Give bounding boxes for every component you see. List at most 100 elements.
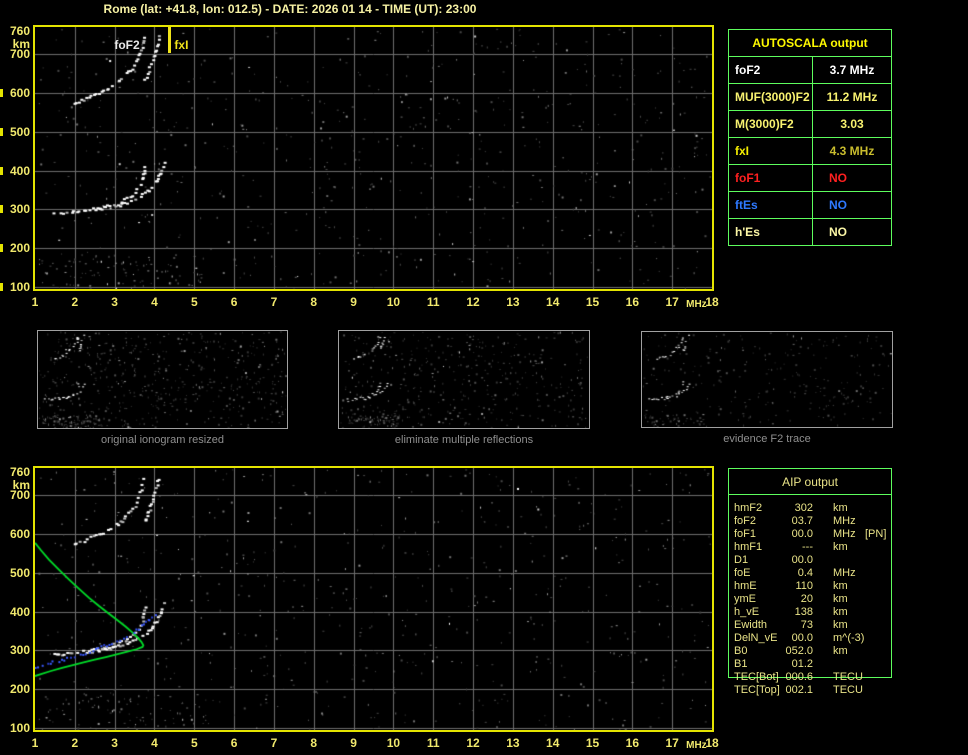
aip-row-value: --- — [802, 541, 813, 553]
aip-row: DelN_vE 00.0 m^(-3) — [729, 632, 899, 645]
aip-row-label: foF1 — [734, 528, 757, 540]
aip-row: TEC[Bot] 000.6 TECU — [729, 671, 899, 684]
autoscala-row: fxI 4.3 MHz — [729, 138, 891, 165]
plot1-canvas — [35, 27, 712, 289]
aip-row-value: 00.0 — [791, 632, 813, 644]
x-tick-label: 8 — [310, 295, 318, 309]
aip-row-label: foF2 — [734, 515, 757, 527]
x-tick-label: 5 — [190, 295, 198, 309]
aip-row-label: B1 — [734, 658, 748, 670]
x-tick-label: 14 — [546, 736, 560, 750]
axis-edge-tick — [0, 166, 3, 175]
aip-row-label: foE — [734, 567, 751, 579]
x-tick-label: 9 — [350, 295, 357, 309]
y-tick-label: 700 — [9, 488, 30, 503]
x-axis-unit-label: MHz — [686, 299, 707, 310]
aip-row-value: 00.0 — [791, 528, 813, 540]
y-tick-label: 760 — [9, 23, 30, 38]
x-tick-label: 1 — [31, 736, 39, 750]
aip-row: TEC[Top] 002.1 TECU — [729, 684, 899, 697]
aip-row-unit: TECU — [833, 684, 863, 696]
x-tick-label: 10 — [386, 295, 401, 309]
x-tick-label: 18 — [705, 295, 719, 309]
aip-row: B1 01.2 — [729, 658, 899, 671]
y-axis-unit-label: km — [12, 36, 30, 51]
aip-row: hmF2 302 km — [729, 502, 899, 515]
axis-edge-tick — [0, 88, 3, 97]
x-tick-label: 15 — [585, 736, 600, 750]
aip-row: hmF1 --- km — [729, 541, 899, 554]
aip-row-value: 01.2 — [791, 658, 813, 670]
axis-edge-tick — [0, 283, 3, 292]
aip-row: B0 052.0 km — [729, 645, 899, 658]
aip-row-label: h_vE — [734, 606, 760, 618]
y-tick-label: 300 — [9, 202, 30, 217]
aip-row-label: DelN_vE — [734, 632, 778, 644]
aip-row-label: TEC[Top] — [734, 684, 780, 696]
aip-output-table: AIP output hmF2 302 km foF2 03.7 MHz foF1 00.0 M… — [728, 468, 892, 696]
aip-row-unit: TECU — [833, 671, 863, 683]
aip-row-value: 03.7 — [791, 515, 813, 527]
x-tick-label: 12 — [466, 295, 480, 309]
aip-row-unit: km — [833, 645, 848, 657]
aip-row-value: 73 — [800, 619, 813, 631]
aip-row-unit: km — [833, 593, 848, 605]
aip-row-unit: km — [833, 619, 848, 631]
thumbnail-canvas-3 — [642, 332, 892, 427]
aip-row: foF1 00.0 MHz [PN] — [729, 528, 899, 541]
aip-row-label: TEC[Bot] — [734, 671, 779, 683]
fxi-label: fxI — [174, 38, 189, 52]
aip-row-label: B0 — [734, 645, 748, 657]
x-tick-label: 2 — [71, 736, 79, 750]
axis-edge-tick — [0, 244, 3, 253]
x-tick-label: 8 — [310, 736, 318, 750]
aip-table-header: AIP output — [729, 469, 891, 495]
autoscala-row-value: NO — [829, 225, 847, 239]
y-tick-label: 200 — [9, 241, 30, 256]
ionogram-plot-main — [33, 25, 714, 291]
x-tick-label: 9 — [350, 736, 357, 750]
aip-row-label: Ewidth — [734, 619, 768, 631]
y-tick-label: 300 — [9, 643, 30, 658]
x-tick-label: 6 — [230, 736, 238, 750]
autoscala-row-label: fxI — [729, 138, 813, 164]
x-tick-label: 11 — [426, 295, 440, 309]
y-tick-label: 200 — [9, 682, 30, 697]
autoscala-table-header: AUTOSCALA output — [729, 30, 891, 57]
thumbnail-stage-3 — [641, 331, 893, 428]
autoscala-output-table: AUTOSCALA output foF2 3.7 MHz MUF(3000)F2 1… — [728, 29, 892, 246]
station-date-time-title: Rome (lat: +41.8, lon: 012.5) - DATE: 20… — [103, 2, 477, 16]
x-tick-label: 16 — [625, 736, 640, 750]
autoscala-row: foF2 3.7 MHz — [729, 57, 891, 84]
aip-row: foF2 03.7 MHz — [729, 515, 899, 528]
aip-row-unit: MHz — [833, 567, 856, 579]
y-tick-label: 400 — [9, 604, 30, 619]
aip-row-unit: km — [833, 580, 848, 592]
aip-row: foE 0.4 MHz — [729, 567, 899, 580]
x-axis-unit-label: MHz — [686, 740, 707, 751]
thumbnail-canvas-1 — [38, 331, 287, 428]
autoscala-row-value: NO — [829, 171, 847, 185]
y-tick-label: 760 — [9, 464, 30, 479]
y-tick-label: 100 — [9, 721, 30, 736]
autoscala-table-rows: foF2 3.7 MHz MUF(3000)F2 11.2 MHz M(3000)F2 3… — [729, 57, 891, 245]
aip-row: Ewidth 73 km — [729, 619, 899, 632]
aip-row-value: 302 — [794, 502, 813, 514]
y-tick-label: 400 — [9, 163, 30, 178]
x-tick-label: 11 — [426, 736, 440, 750]
aip-row-unit: km — [833, 606, 848, 618]
x-tick-label: 10 — [386, 736, 401, 750]
thumbnail-stage-2 — [338, 330, 590, 429]
aip-row-label: hmE — [734, 580, 757, 592]
aip-row-value: 052.0 — [785, 645, 813, 657]
x-tick-label: 4 — [151, 736, 158, 750]
x-tick-label: 7 — [270, 736, 278, 750]
y-tick-label: 100 — [9, 280, 30, 295]
thumbnail-caption: original ionogram resized — [101, 434, 224, 446]
autoscala-row-value: 4.3 MHz — [829, 144, 875, 158]
autoscala-row-value: 11.2 MHz — [826, 90, 878, 104]
aip-row: hmE 110 km — [729, 580, 899, 593]
thumbnail-canvas-2 — [339, 331, 589, 428]
autoscala-row-label: foF2 — [729, 57, 813, 83]
